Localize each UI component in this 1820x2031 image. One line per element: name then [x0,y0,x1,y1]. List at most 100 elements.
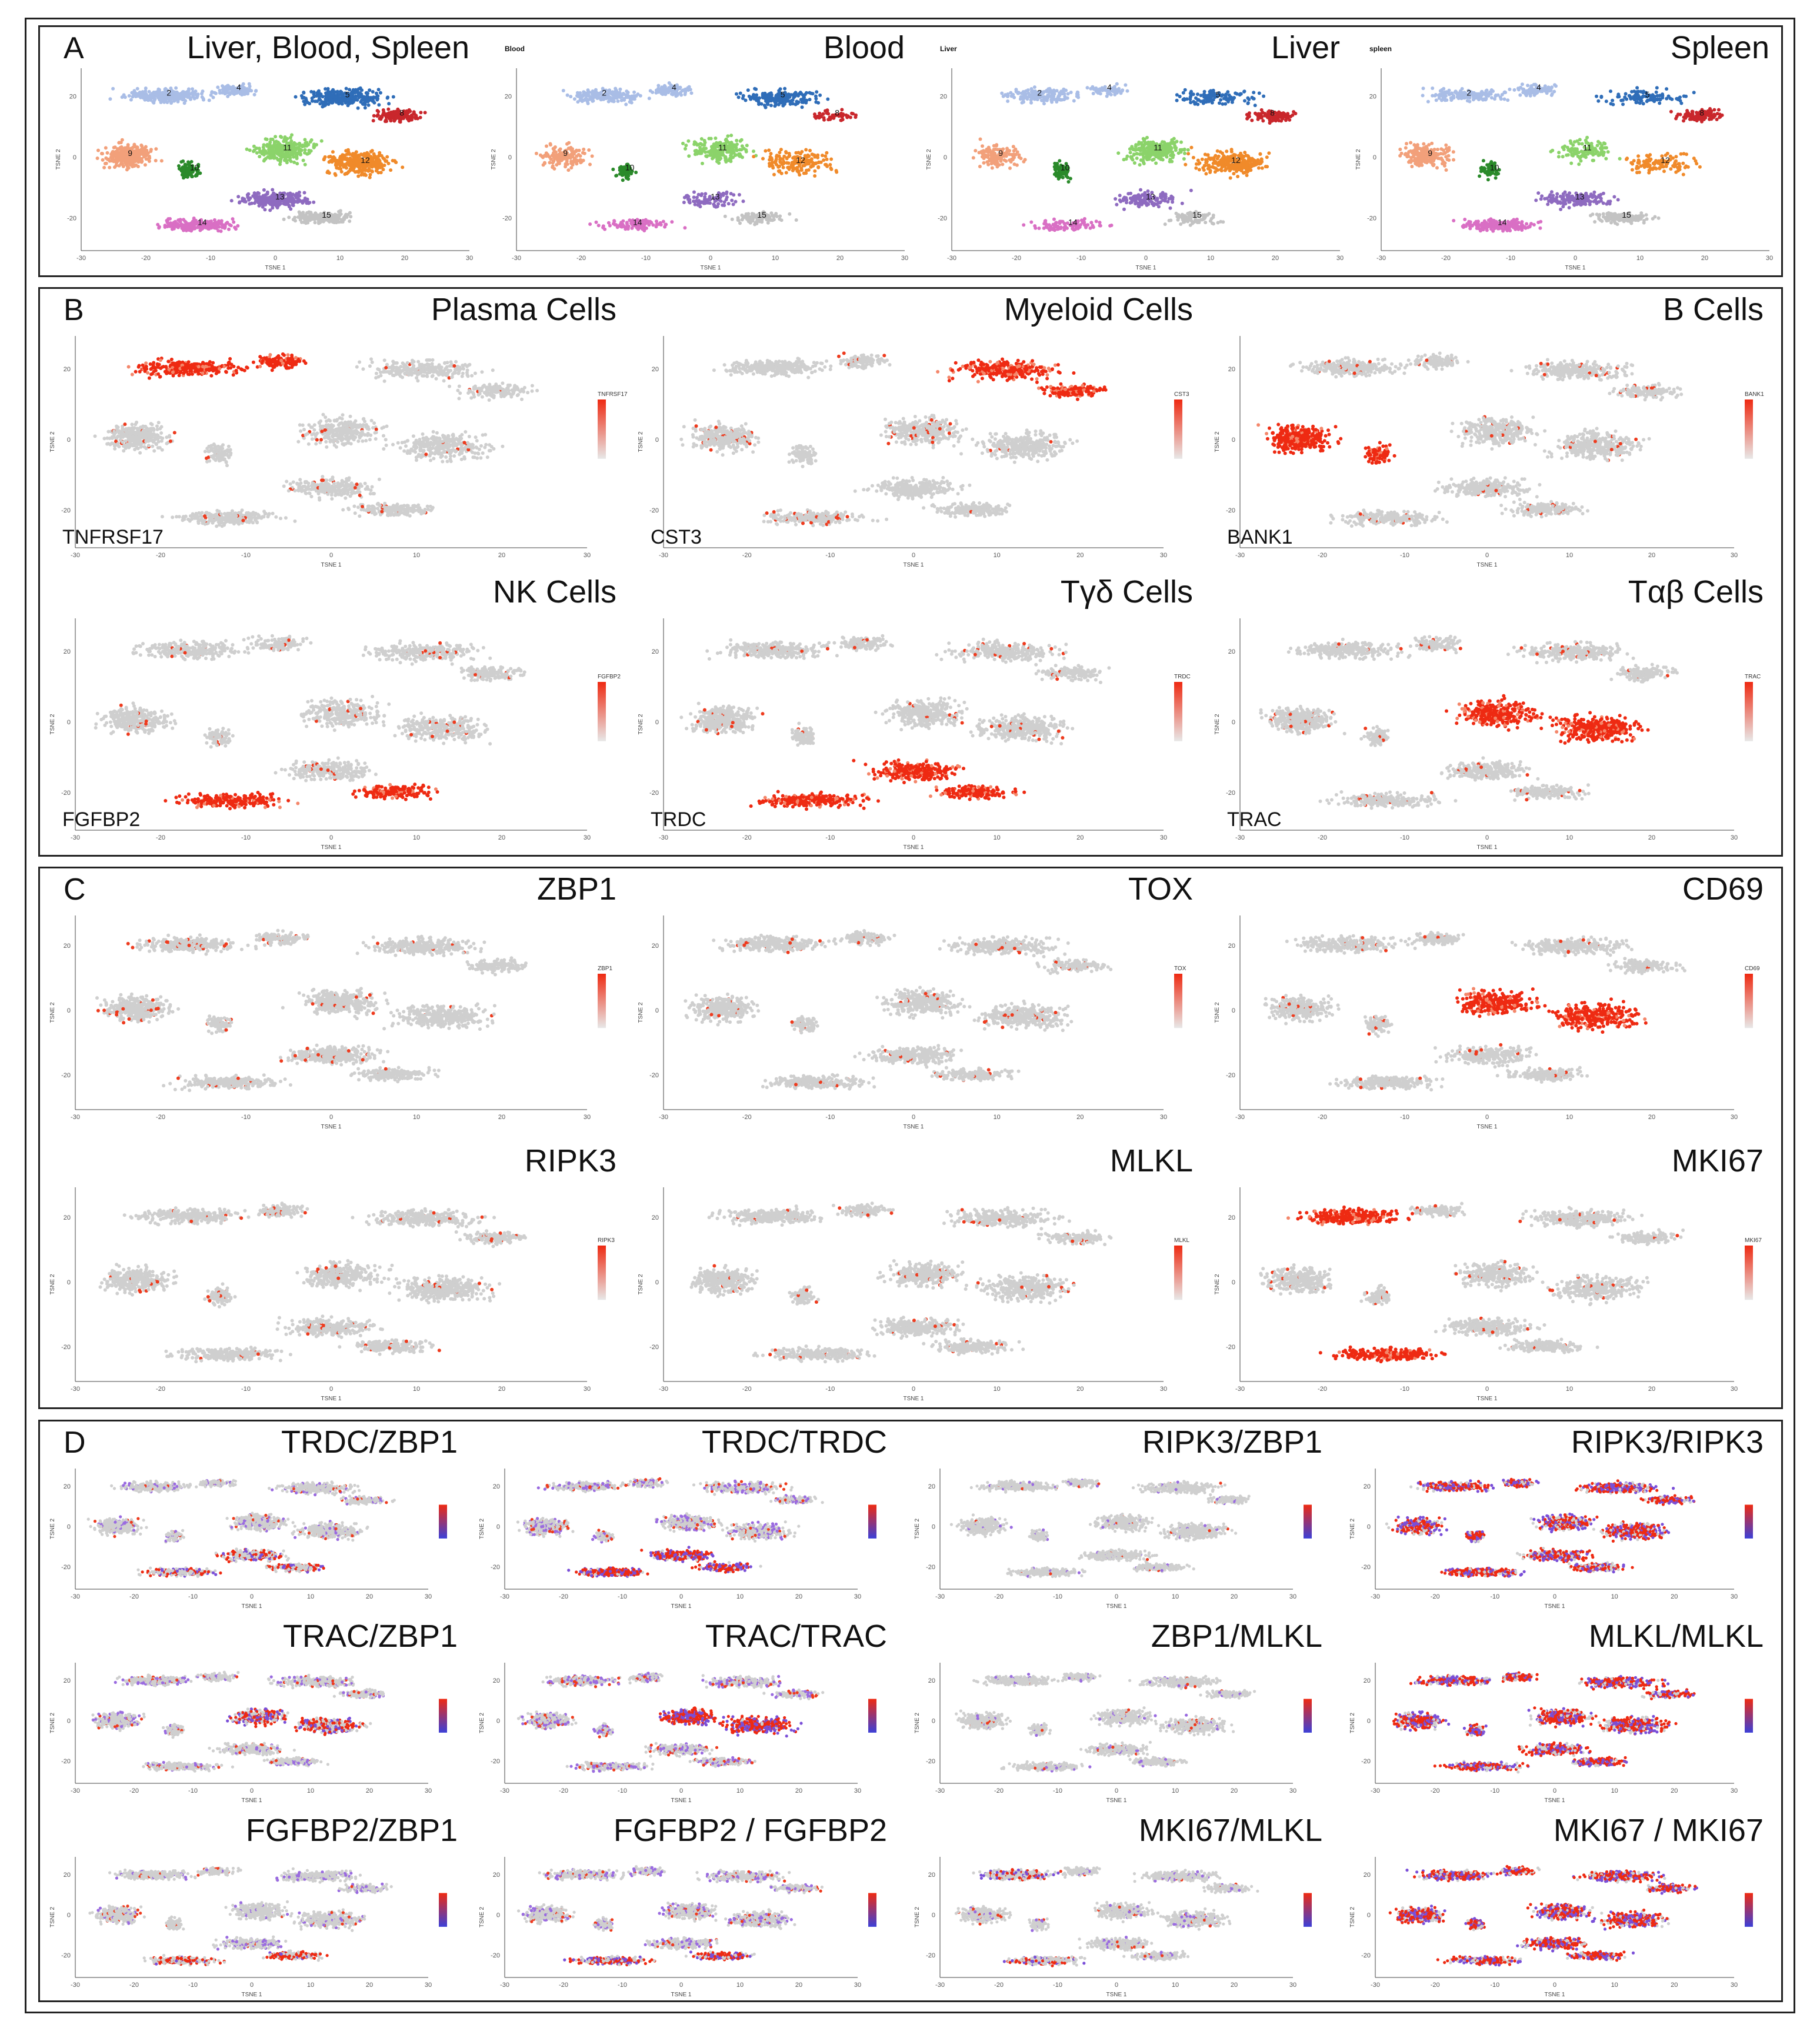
cell-point [356,91,360,94]
x-tick-label: 10 [772,255,779,262]
cell-point [372,114,376,118]
cell-point [659,223,663,227]
cell-point [1239,92,1243,96]
cell-point [158,225,161,229]
cell-point [839,119,843,122]
cell-point [377,88,381,91]
y-axis-label: TSNE 2 [491,149,497,169]
cell-point [620,99,624,102]
cell-point [1158,152,1162,155]
cell-point [642,219,645,222]
cell-point [269,156,273,159]
cell-point [302,91,305,94]
cell-point [578,149,581,152]
cell-point [552,156,556,159]
cell-point [1165,144,1168,147]
cell-point [608,96,612,99]
cell-point [339,220,343,224]
cell-point [1050,101,1054,104]
x-tick-label: -30 [512,255,521,262]
cell-point [379,171,383,174]
cell-point [736,218,740,222]
cell-point [340,170,344,174]
cell-point [372,119,375,122]
cell-point [1183,152,1186,155]
cell-point [110,159,114,162]
cell-point [414,114,418,117]
cell-point [160,159,164,162]
cell-point [764,95,768,98]
cell-point [279,135,283,139]
cluster-number: 11 [283,143,292,152]
cell-point [298,153,302,157]
cell-point [1231,101,1234,104]
cell-point [990,156,994,159]
cell-point [1288,118,1291,122]
cell-point [626,177,630,181]
cell-point [707,137,711,141]
cell-point [379,115,383,118]
y-tick-label: 20 [505,94,512,101]
cell-point [671,92,675,96]
x-tick-label: -20 [141,255,151,262]
cell-point [587,94,591,97]
cell-point [248,202,251,206]
cluster-number: 2 [166,88,171,98]
cell-point [1227,97,1231,101]
cell-point [791,98,795,102]
cell-point [326,89,330,93]
cell-point [306,152,310,155]
cell-point [108,97,112,101]
cell-point [1231,97,1235,101]
cell-point [735,142,739,146]
cell-point [184,165,187,168]
cell-point [141,92,144,95]
cell-point [829,167,832,170]
cell-point [1172,154,1175,157]
cluster-number: 9 [128,148,132,158]
cell-point [229,91,233,94]
cell-point [692,199,695,203]
cell-point [662,220,665,224]
cell-point [1112,89,1116,93]
cell-point [1199,94,1203,97]
cell-point [1192,100,1195,104]
cell-point [314,221,317,224]
cell-point [308,102,311,105]
cell-point [768,94,772,98]
cell-point [809,92,813,95]
cell-point [344,172,348,175]
cell-point [1058,159,1061,162]
cell-point [986,163,990,167]
cell-point [775,158,778,161]
cell-point [353,91,356,95]
cell-point [788,168,791,171]
cell-point [769,152,773,155]
cell-point [753,87,756,91]
cell-point [381,157,385,160]
cell-point [566,94,569,97]
cell-point [132,164,136,168]
cell-point [724,156,727,159]
cluster-number: 2 [602,88,606,98]
cell-point [1022,160,1025,164]
cell-point [621,173,624,177]
cell-point [282,218,286,221]
cell-point [826,98,829,101]
cell-point [129,98,133,102]
cell-point [331,220,335,224]
cell-point [564,162,568,166]
cell-point [216,229,220,232]
cell-point [988,148,992,152]
cell-point [725,191,729,194]
cell-point [302,96,306,99]
cell-point [111,87,115,91]
y-tick-label: 0 [508,154,512,161]
y-tick-label: -20 [502,215,512,222]
cell-point [185,94,188,98]
cell-point [612,99,615,103]
cell-point [345,157,349,160]
cell-point [236,195,240,198]
cell-point [741,218,744,221]
cell-point [1173,141,1176,145]
